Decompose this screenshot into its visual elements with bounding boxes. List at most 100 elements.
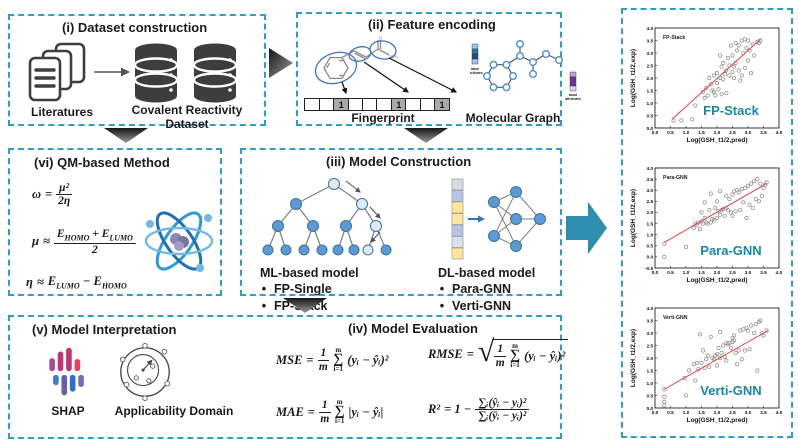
x-tick-label: 2.5 bbox=[729, 270, 736, 276]
scatter-point bbox=[755, 368, 760, 373]
scatter-point bbox=[753, 322, 758, 327]
scatter-point bbox=[721, 60, 726, 66]
graph-nodes bbox=[482, 40, 563, 92]
scatter-point bbox=[749, 70, 754, 76]
bond-attr-label1: bond bbox=[569, 93, 577, 97]
scatter-point bbox=[693, 378, 698, 383]
qm-f2-den: 2 bbox=[92, 243, 98, 256]
dl-item-para-gnn: Para-GNN bbox=[452, 282, 512, 296]
bond-attr-label2: attributes bbox=[565, 97, 581, 101]
x-tick-label: 3.5 bbox=[760, 130, 767, 136]
scatter-point bbox=[728, 43, 734, 48]
applicability-domain-label: Applicability Domain bbox=[114, 404, 234, 418]
x-tick-label: 0.0 bbox=[652, 410, 659, 416]
scatter-point bbox=[752, 330, 757, 336]
panel-iv-title: (iv) Model Evaluation bbox=[347, 321, 478, 336]
scatter-point bbox=[733, 350, 738, 356]
qm-f2-rel: ≈ bbox=[42, 234, 50, 249]
scatter-point bbox=[671, 118, 676, 123]
qm-f2-lhs: μ bbox=[32, 234, 39, 249]
scatter-point bbox=[687, 368, 692, 373]
flow-arrow-down-icon bbox=[104, 128, 148, 143]
scatter-point bbox=[714, 215, 720, 221]
literatures-label: Literatures bbox=[30, 105, 94, 119]
scatter-point bbox=[727, 197, 732, 202]
scatter-point bbox=[744, 215, 749, 221]
electrons bbox=[146, 214, 212, 272]
qm-f3-sub1: LUMO bbox=[56, 281, 80, 291]
scatter-point bbox=[727, 73, 732, 78]
scatter-point bbox=[739, 357, 744, 362]
trend-line bbox=[664, 330, 769, 390]
scatter-point bbox=[662, 254, 667, 259]
list-item: • Para-GNN bbox=[438, 281, 535, 298]
scatter-point bbox=[752, 53, 757, 58]
sum-icon: m ∑ i=1 bbox=[510, 342, 521, 369]
sum-icon: m ∑ i=1 bbox=[333, 346, 344, 373]
scatter-point bbox=[738, 78, 743, 83]
scatter-point bbox=[761, 185, 766, 191]
scatter-point bbox=[714, 352, 720, 357]
chart-big-label: Para-GNN bbox=[700, 243, 761, 258]
scatter-point bbox=[718, 189, 723, 194]
chart-big-label: FP-Stack bbox=[703, 103, 759, 118]
scatter-point bbox=[761, 333, 766, 338]
qm-f1-den: 2η bbox=[58, 195, 71, 208]
scatter-point bbox=[724, 358, 729, 363]
scatter-point bbox=[697, 332, 702, 337]
scatter-plot-fp-stack: 0.0 0.5 1.0 1.5 2.0 2.5 3.0 3.5 4.0 0.0 0.5 1.0 1.5 2… bbox=[630, 26, 783, 144]
scatter-point bbox=[731, 333, 737, 338]
flow-arrow-down-icon bbox=[404, 128, 448, 143]
x-tick-label: 3.5 bbox=[760, 410, 767, 416]
scatter-point bbox=[747, 202, 752, 207]
dataset-label: Covalent Reactivity Dataset bbox=[131, 103, 243, 131]
dl-model-list: DL-based model • Para-GNN • Verti-GNN bbox=[438, 266, 535, 315]
dl-item-verti-gnn: Verti-GNN bbox=[452, 298, 512, 313]
scatter-point bbox=[683, 393, 689, 398]
bullet-icon: • bbox=[261, 282, 267, 296]
qm-f3-e1: E bbox=[47, 274, 57, 288]
y-tick-label: 3.0 bbox=[647, 331, 654, 337]
scatter-point bbox=[701, 348, 706, 353]
x-tick-label: 1.5 bbox=[698, 130, 705, 136]
y-tick-label: 3.0 bbox=[647, 51, 654, 57]
scatter-point bbox=[741, 200, 746, 205]
scatter-point bbox=[708, 82, 713, 87]
scatter-point bbox=[736, 190, 741, 195]
scatter-point bbox=[682, 375, 687, 381]
tree-path-arrows bbox=[345, 180, 381, 243]
scatter-point bbox=[707, 364, 712, 369]
y-tick-label: 0.0 bbox=[647, 406, 654, 412]
scatter-point bbox=[699, 360, 704, 366]
panel-interpretation-evaluation: (v) Model Interpretation SHAP Applicabil… bbox=[8, 315, 569, 439]
feature-vector bbox=[451, 178, 464, 260]
scatter-point bbox=[707, 75, 712, 81]
bond-attributes-bar bbox=[569, 71, 577, 92]
y-tick-label: 0.0 bbox=[647, 255, 654, 261]
scatter-point bbox=[755, 177, 760, 182]
scatter-point bbox=[714, 199, 720, 204]
scatter-point bbox=[745, 328, 751, 333]
y-tick-label: 0.5 bbox=[647, 393, 654, 399]
scatter-point bbox=[662, 387, 667, 392]
qm-f1-rel: = bbox=[45, 187, 53, 202]
scatter-point bbox=[736, 68, 741, 73]
scatter-point bbox=[683, 244, 689, 249]
fp-bit: 1 bbox=[434, 98, 451, 111]
x-tick-label: 3.5 bbox=[760, 270, 767, 276]
scatter-point bbox=[699, 210, 704, 215]
gnn-icon bbox=[451, 178, 546, 260]
scatter-point bbox=[730, 53, 735, 58]
scatter-point bbox=[733, 209, 738, 214]
qm-f2-sub2: LUMO bbox=[109, 233, 133, 243]
x-axis-title: Log(GSH_t1/2,pred) bbox=[686, 137, 747, 144]
nn-nodes bbox=[488, 186, 546, 252]
series-label: Para-GNN bbox=[663, 175, 688, 181]
panel-ii-title: (ii) Feature encoding bbox=[368, 17, 496, 32]
series-label: FP-Stack bbox=[663, 35, 685, 41]
ad-points bbox=[119, 343, 171, 401]
scatter-point bbox=[730, 213, 735, 218]
scatter-point bbox=[742, 348, 747, 353]
